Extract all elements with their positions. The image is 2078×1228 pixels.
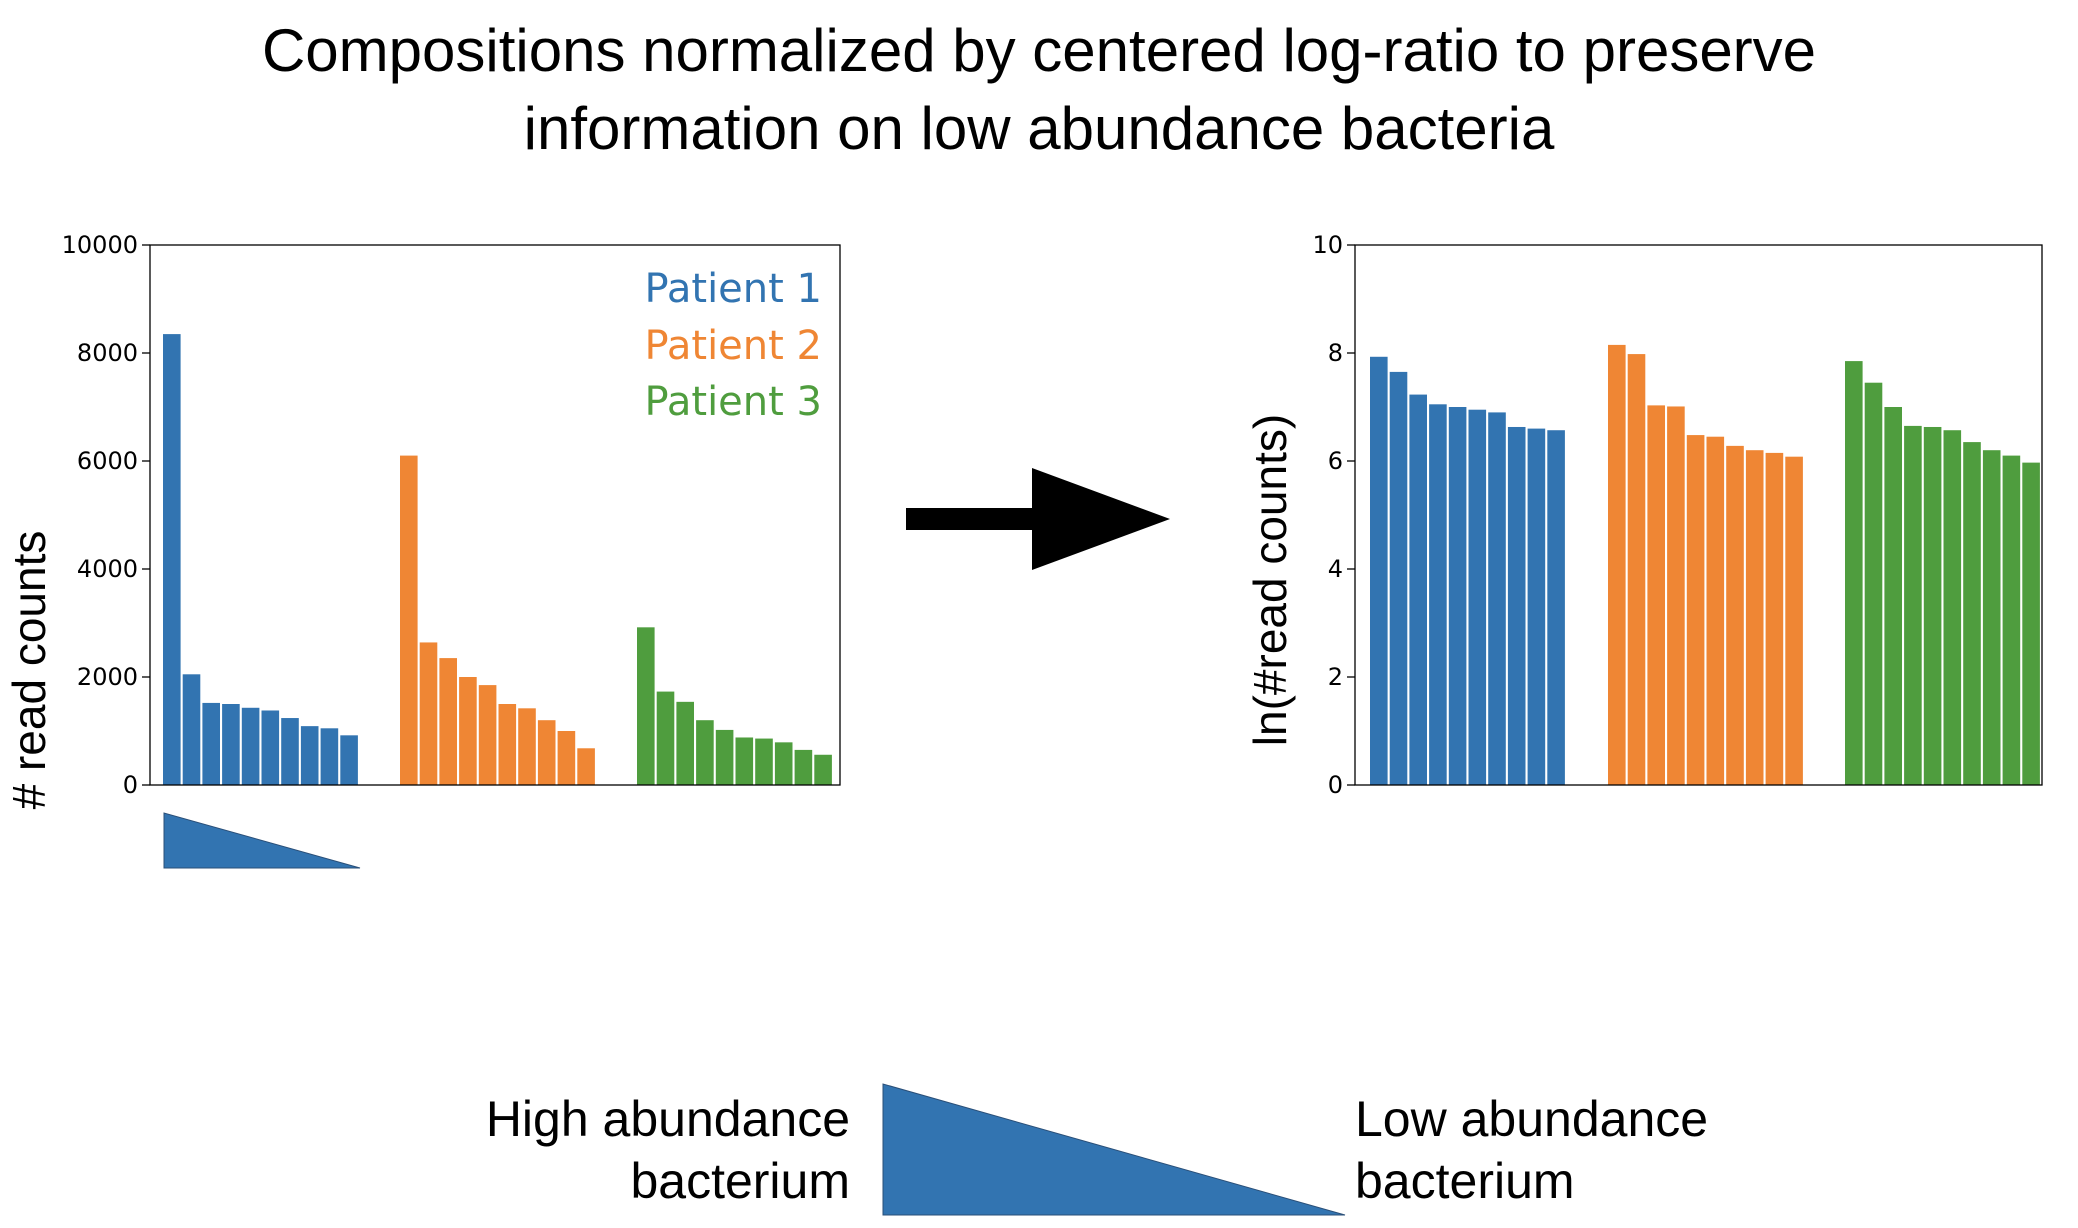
left-y-tick-label-2: 4000 [77,555,138,583]
left-bar-s3-1 [637,627,655,785]
left-y-tick-label-0: 0 [123,771,138,799]
right-bar-s3-10 [2022,462,2040,785]
left-plot-frame [149,244,841,786]
low-abundance-line2: bacterium [1355,1153,1575,1209]
high-abundance-label: High abundance bacterium [486,1088,850,1212]
right-y-axis-label: ln(#read counts) [1244,414,1296,746]
right-bar-s1-8 [1507,426,1526,785]
left-bar-s2-9 [557,731,576,785]
right-bar-s3-6 [1943,430,1962,785]
right-bar-s2-2 [1627,354,1646,785]
transform-arrow [906,468,1170,570]
left-bar-s3-6 [735,737,754,785]
left-bar-s1-3 [202,702,220,785]
right-bar-s2-1 [1608,344,1626,785]
right-bar-s2-4 [1667,406,1685,785]
right-bar-s1-9 [1527,428,1546,785]
small-abundance-wedge [163,812,361,869]
right-y-tick-label-5: 10 [1312,231,1343,259]
left-bar-s1-8 [300,726,319,785]
right-bar-s3-1 [1845,361,1863,785]
right-y-tick-label-3: 6 [1328,447,1343,475]
right-bar-s3-8 [1982,450,2001,785]
right-bar-s1-4 [1429,404,1447,785]
left-bar-s1-9 [320,728,339,785]
left-bar-s1-5 [241,707,260,785]
left-bar-s3-2 [656,691,675,785]
legend-patient-1: Patient 1 [645,266,822,312]
right-bar-s1-6 [1468,409,1487,785]
left-bar-s1-10 [340,735,358,785]
right-y-tick-label-0: 0 [1328,771,1343,799]
legend: Patient 1 Patient 2 Patient 3 [645,266,822,425]
right-bar-s3-2 [1864,382,1883,785]
low-abundance-label: Low abundance bacterium [1355,1088,1708,1212]
raw-counts-chart: # read counts 0 2000 4000 6000 8000 10000 Pat… [3,231,841,869]
left-y-tick-label-4: 8000 [77,339,138,367]
left-bar-s3-7 [755,738,773,785]
right-bar-s3-5 [1923,426,1942,785]
left-y-tick-label-3: 6000 [77,447,138,475]
legend-patient-2: Patient 2 [645,323,822,369]
left-bar-s3-5 [715,729,734,785]
right-y-tick-label-2: 4 [1328,555,1343,583]
high-abundance-line2: bacterium [630,1153,850,1209]
left-bar-s2-7 [518,708,536,785]
legend-patient-3: Patient 3 [645,379,822,425]
left-bar-s2-3 [439,658,457,785]
arrow-shaft [906,508,1040,530]
left-bar-s2-4 [459,677,477,785]
right-bar-s1-5 [1448,407,1467,785]
left-bar-s2-1 [400,455,418,785]
left-bar-s3-10 [814,754,832,785]
right-plot-frame [1354,244,2043,786]
right-bar-s2-3 [1647,405,1665,785]
left-bar-s2-6 [498,704,517,785]
left-bar-s3-4 [696,720,714,785]
left-bar-s1-7 [281,718,299,785]
left-bar-s3-9 [794,749,813,785]
figure-title: Compositions normalized by centered log-… [0,12,2078,168]
left-bar-s1-2 [182,674,201,785]
high-abundance-line1: High abundance [485,1091,850,1147]
right-bar-s2-8 [1745,450,1764,785]
left-bar-s2-8 [537,720,556,785]
left-bar-s2-10 [577,748,595,785]
left-bar-s1-6 [261,710,280,785]
right-bar-s3-9 [2002,455,2021,785]
left-bar-s2-5 [478,685,497,785]
right-bar-s1-2 [1389,371,1408,785]
right-y-tick-label-4: 8 [1328,339,1343,367]
right-bar-s1-1 [1370,356,1388,785]
figure-title-line1: Compositions normalized by centered log-… [261,17,1817,84]
right-bar-s1-10 [1547,430,1565,785]
log-counts-chart: ln(#read counts) 0 2 4 6 8 10 [1244,231,2043,799]
figure-title-line2: information on low abundance bacteria [523,95,1555,162]
left-y-axis-label: # read counts [3,531,55,810]
left-y-tick-label-1: 2000 [77,663,138,691]
right-bar-s2-7 [1726,445,1744,785]
right-y-tick-label-1: 2 [1328,663,1343,691]
right-bar-s2-10 [1785,456,1803,785]
right-bar-s1-3 [1409,394,1427,785]
left-y-tick-label-5: 10000 [62,231,138,259]
right-bar-s3-4 [1904,425,1922,785]
low-abundance-line1: Low abundance [1355,1091,1709,1147]
left-bar-s3-8 [774,742,793,785]
right-bar-s2-9 [1765,452,1784,785]
arrow-head [1032,468,1170,570]
right-bar-s2-6 [1706,436,1725,785]
left-bar-s1-4 [222,704,240,785]
right-bar-s2-5 [1686,435,1705,785]
abundance-wedge [882,1083,1346,1216]
left-bar-s3-3 [676,701,694,785]
right-bar-s3-3 [1884,407,1902,785]
left-bar-s2-2 [419,642,438,785]
left-bar-s1-1 [163,334,181,785]
right-bar-s3-7 [1963,442,1981,785]
right-bar-s1-7 [1488,412,1506,785]
